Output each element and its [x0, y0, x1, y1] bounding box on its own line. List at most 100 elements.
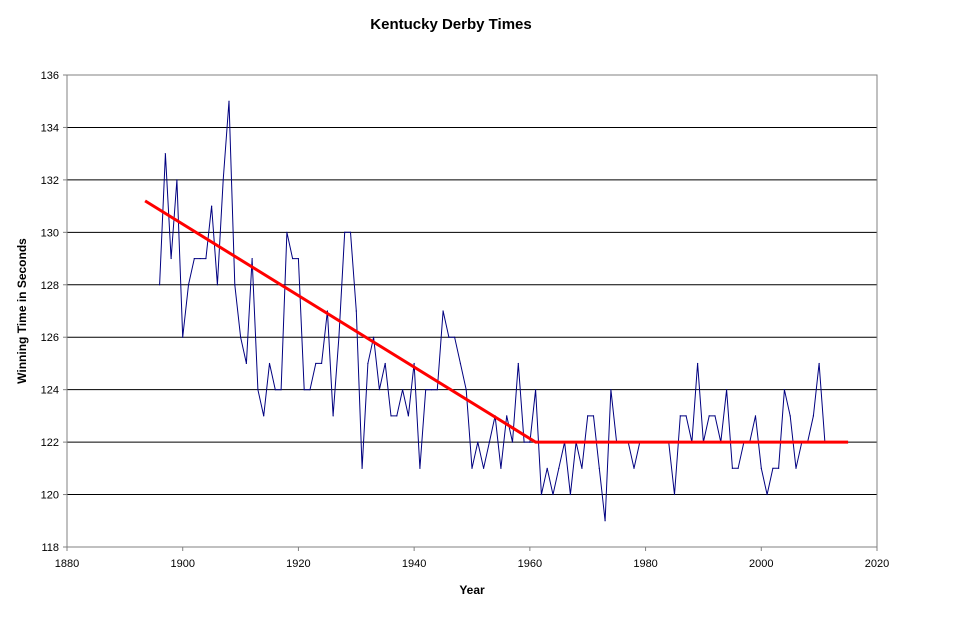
y-tick-label: 120: [41, 490, 59, 502]
x-tick-label: 1960: [518, 558, 542, 570]
data-point: [477, 441, 479, 443]
data-point: [587, 415, 589, 417]
data-point: [413, 362, 415, 365]
data-point: [373, 336, 375, 338]
data-point: [193, 257, 195, 260]
data-point: [795, 467, 797, 469]
data-point: [401, 389, 404, 391]
x-tick-label: 1980: [633, 558, 657, 570]
y-tick-label: 126: [41, 332, 59, 344]
data-point: [592, 415, 595, 417]
data-point: [581, 467, 583, 469]
data-point: [303, 389, 305, 391]
data-point: [315, 362, 317, 365]
y-tick-label: 122: [41, 437, 59, 449]
data-point: [257, 389, 259, 391]
data-point: [772, 467, 774, 469]
data-point: [199, 257, 201, 260]
data-point: [361, 467, 363, 469]
data-point: [286, 231, 288, 233]
data-point: [320, 362, 323, 365]
x-axis-label: Year: [459, 583, 485, 597]
y-tick-label: 134: [41, 122, 59, 134]
data-point: [754, 415, 757, 417]
data-point: [367, 362, 369, 365]
data-point: [673, 493, 676, 496]
data-point: [540, 493, 543, 496]
data-point: [419, 467, 421, 469]
data-point: [511, 441, 514, 443]
series: [144, 100, 849, 522]
y-axis-label: Winning Time in Seconds: [15, 238, 29, 384]
data-point: [378, 389, 381, 391]
y-tick-label: 128: [41, 280, 59, 292]
data-point: [326, 310, 328, 312]
data-point: [234, 284, 236, 286]
data-point: [222, 179, 224, 181]
data-point: [610, 389, 612, 391]
data-point: [500, 467, 502, 469]
data-point: [448, 336, 450, 338]
data-point: [766, 493, 768, 496]
data-point: [598, 467, 600, 469]
data-point: [442, 310, 444, 312]
data-point: [482, 467, 485, 469]
data-point: [292, 257, 294, 260]
x-tick-label: 1940: [402, 558, 426, 570]
data-point: [685, 415, 687, 417]
data-point: [737, 467, 739, 469]
tick-labels: 118 120 122 124 126 128 130 132 134 136 1880 1900 19…: [41, 70, 890, 570]
data-point: [268, 362, 271, 365]
data-point: [523, 441, 525, 443]
data-point: [182, 336, 184, 338]
data-point: [633, 467, 635, 469]
series-line-trend: [144, 199, 849, 444]
data-point: [355, 310, 357, 312]
data-point: [488, 441, 490, 443]
data-point: [430, 389, 433, 391]
x-tick-label: 1880: [55, 558, 79, 570]
data-point: [239, 336, 242, 338]
data-point: [529, 441, 531, 443]
data-point: [176, 179, 178, 181]
data-point: [708, 415, 710, 417]
data-point: [731, 467, 733, 469]
data-point: [211, 205, 213, 207]
data-point: [216, 284, 219, 286]
data-point: [332, 415, 334, 417]
data-point: [812, 415, 814, 417]
data-point: [569, 493, 571, 496]
data-point: [552, 493, 554, 496]
data-point: [546, 467, 548, 469]
data-point: [436, 389, 438, 391]
data-point: [384, 362, 386, 365]
data-point: [558, 467, 560, 469]
data-point: [714, 415, 716, 417]
data-point: [535, 389, 537, 391]
y-tick-label: 136: [41, 70, 59, 82]
data-point: [725, 389, 728, 391]
x-tick-label: 1900: [170, 558, 194, 570]
x-tick-label: 2000: [749, 558, 773, 570]
data-point: [818, 362, 820, 365]
data-point: [465, 389, 467, 391]
data-point: [471, 467, 473, 469]
data-point: [783, 389, 786, 391]
chart-title: Kentucky Derby Times: [370, 16, 531, 33]
data-point: [459, 362, 462, 365]
data-point: [679, 415, 681, 417]
data-point: [604, 520, 606, 522]
data-point: [506, 415, 508, 417]
data-point: [778, 467, 780, 469]
y-tick-label: 124: [41, 385, 59, 397]
data-point: [396, 415, 398, 417]
data-point: [187, 284, 190, 286]
data-point: [158, 284, 161, 286]
data-point: [274, 389, 276, 391]
data-point: [789, 415, 791, 417]
data-point: [170, 257, 172, 260]
data-point: [228, 100, 230, 102]
series-line-winning-time: [159, 101, 826, 521]
y-tick-label: 130: [41, 227, 59, 239]
